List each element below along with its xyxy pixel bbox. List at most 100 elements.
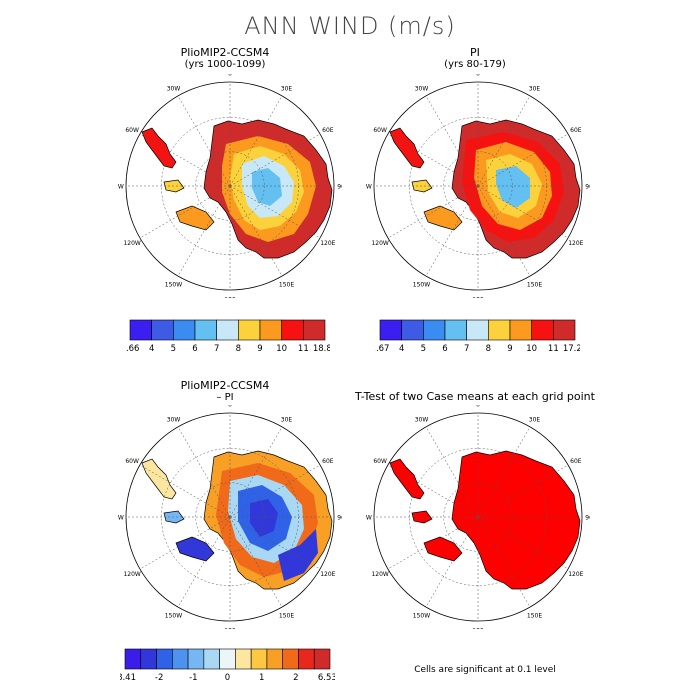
polar-map-ttest: 0 30E 60E 90E 120E 150E 180 150W 120W 90W 60W 30W [366, 405, 590, 629]
antarctica-mainland [451, 450, 581, 590]
colorbar-tick-label: 8 [486, 344, 491, 354]
wind-zone-6 [496, 166, 530, 208]
colorbar-tick-label: 17.27 [563, 344, 580, 354]
colorbar-tick-label: 1.67 [375, 344, 389, 354]
longitude-label: 150E [279, 281, 294, 288]
longitude-label: 180 [224, 628, 236, 630]
colorbar-swatch [194, 319, 217, 341]
island [423, 205, 463, 231]
longitude-line [177, 95, 231, 187]
longitude-label: 30E [529, 86, 541, 93]
wind-zone-6 [252, 168, 282, 206]
colorbar-swatch [509, 319, 532, 341]
island [175, 205, 215, 231]
colorbar-swatch [298, 648, 315, 670]
longitude-label: 30W [167, 417, 181, 424]
colorbar-swatch [156, 648, 173, 670]
colorbar-tick-label: 9 [257, 344, 262, 354]
longitude-label: 0 [228, 405, 232, 409]
panel-title-plio: PlioMIP2-CCSM4 (yrs 1000-1099) [125, 47, 325, 71]
longitude-label: 90E [337, 515, 342, 522]
antarctic-peninsula [141, 458, 177, 500]
longitude-label: 0 [476, 74, 480, 78]
longitude-label: 120W [123, 571, 140, 578]
latitude-line [195, 151, 265, 221]
longitude-label: 90E [585, 515, 590, 522]
longitude-line [387, 464, 479, 518]
longitude-label: 120E [320, 240, 335, 247]
colorbar-swatch [281, 319, 304, 341]
longitude-line [425, 426, 479, 518]
colorbar-swatch [140, 648, 157, 670]
longitude-label: 30E [281, 417, 293, 424]
longitude-line [177, 185, 231, 277]
colorbar-diff: -8.41 -2 -1 0 1 2 6.534 [120, 648, 335, 683]
colorbar-tick-label: 1.66 [125, 344, 139, 354]
longitude-label: 60E [570, 127, 582, 134]
colorbar-tick-label: 10 [526, 344, 537, 354]
colorbar-tick-label: 11 [548, 344, 559, 354]
island [175, 536, 215, 562]
longitude-label: 150W [413, 612, 430, 619]
panel-title-text: T-Test of two Case means at each grid po… [355, 390, 595, 403]
longitude-label: 0 [228, 74, 232, 78]
colorbar-tick-label: -8.41 [120, 673, 136, 683]
latitude-line [443, 151, 513, 221]
longitude-label: 120E [568, 571, 583, 578]
colorbar-swatch [124, 648, 142, 670]
longitude-label: 150E [527, 612, 542, 619]
colorbar-tick-label: -1 [189, 673, 197, 683]
panel-title-text: PlioMIP2-CCSM4 [180, 46, 270, 59]
colorbar-tick-label: 4 [399, 344, 404, 354]
longitude-label: 30E [281, 86, 293, 93]
colorbar-tick-label: 6.534 [318, 673, 335, 683]
longitude-label: 150W [413, 281, 430, 288]
latitude-line [195, 482, 265, 552]
longitude-line [139, 464, 231, 518]
panel-title-pi: PI (yrs 80-179) [375, 47, 575, 71]
map-boundary-circle [373, 412, 583, 622]
panel-subtitle: – PI [216, 392, 234, 403]
colorbar-swatch [235, 648, 252, 670]
polar-map-pi: 0 30E 60E 90E 120E 150E 180 150W 120W 90W 60W 30W [366, 74, 590, 298]
map-boundary-circle [125, 412, 335, 622]
longitude-line [139, 516, 231, 570]
longitude-line [477, 133, 569, 187]
longitude-label: 150E [527, 281, 542, 288]
longitude-line [477, 185, 531, 277]
colorbar-tick-label: 2 [293, 673, 298, 683]
colorbar-swatch [216, 319, 239, 341]
panel-title-diff: PlioMIP2-CCSM4 – PI [125, 380, 325, 404]
longitude-label: 0 [476, 405, 480, 409]
longitude-label: 90W [366, 515, 372, 522]
colorbar-swatch [203, 648, 220, 670]
land-group [389, 450, 581, 590]
latitude-line [443, 482, 513, 552]
panel-title-ttest: T-Test of two Case means at each grid po… [355, 391, 595, 403]
longitude-line [229, 133, 321, 187]
longitude-label: 180 [472, 297, 484, 299]
panel-title-text: PI [470, 46, 480, 59]
colorbar-swatch [488, 319, 511, 341]
longitude-label: 120W [371, 571, 388, 578]
colorbar-swatch [151, 319, 174, 341]
main-title: ANN WIND (m/s) [244, 12, 456, 40]
longitude-line [229, 185, 283, 277]
island [423, 536, 463, 562]
longitude-line [477, 516, 531, 608]
colorbar-tick-label: 1 [259, 673, 264, 683]
colorbar-tick-label: 7 [464, 344, 469, 354]
colorbar-swatch [379, 319, 402, 341]
polar-map-diff: 0 30E 60E 90E 120E 150E 180 150W 120W 90W 60W 30W [118, 405, 342, 629]
longitude-label: 90E [585, 184, 590, 191]
longitude-label: 30W [167, 86, 181, 93]
longitude-line [229, 516, 321, 570]
colorbar-swatch [444, 319, 467, 341]
longitude-label: 60E [570, 458, 582, 465]
longitude-line [139, 185, 231, 239]
colorbar-tick-label: 18.87 [313, 344, 330, 354]
longitude-label: 90W [366, 184, 372, 191]
longitude-label: 60E [322, 458, 334, 465]
colorbar-swatch [401, 319, 424, 341]
colorbar-swatch [219, 648, 236, 670]
